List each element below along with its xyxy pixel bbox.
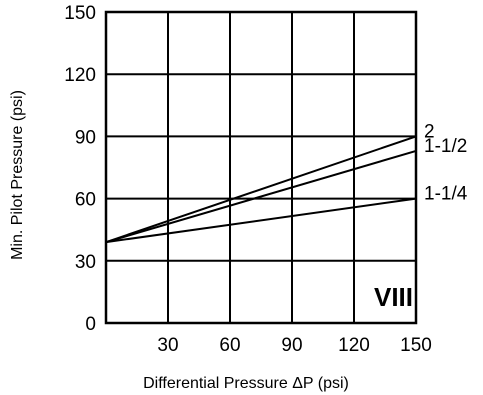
series-line-1 (105, 149, 417, 244)
x-tick-label-0: 30 (157, 335, 178, 356)
series-labels: 21-1/2 1-1/4 (424, 121, 468, 204)
series-line-2 (105, 197, 417, 244)
x-tick-label-4: 150 (400, 335, 432, 356)
plot-border (104, 10, 418, 325)
plot-frame (104, 10, 418, 325)
grid (106, 12, 416, 323)
y-tick-label-0: 0 (85, 314, 96, 335)
x-tick-label-2: 90 (281, 335, 302, 356)
series-label-0: 2 (424, 121, 435, 142)
y-axis-title: Min. Pilot Pressure (psi) (9, 90, 26, 260)
y-tick-label-3: 90 (75, 127, 96, 148)
y-tick-label-4: 120 (64, 65, 96, 86)
y-tick-labels: 0 30 60 90 120 150 (64, 3, 96, 335)
y-tick-label-1: 30 (75, 252, 96, 273)
x-tick-labels: 30 60 90 120 150 (157, 335, 431, 356)
y-tick-label-2: 60 (75, 190, 96, 211)
series-label-2: 1-1/4 (424, 184, 468, 205)
y-tick-label-5: 150 (64, 3, 96, 24)
series-line-0 (105, 135, 417, 244)
x-axis-title: Differential Pressure ΔP (psi) (143, 375, 349, 392)
series-lines (105, 135, 417, 244)
series-label-1: 1-1/2 (424, 136, 467, 157)
x-tick-label-3: 120 (338, 335, 370, 356)
x-tick-label-1: 60 (219, 335, 240, 356)
region-label: VIII (374, 282, 413, 312)
